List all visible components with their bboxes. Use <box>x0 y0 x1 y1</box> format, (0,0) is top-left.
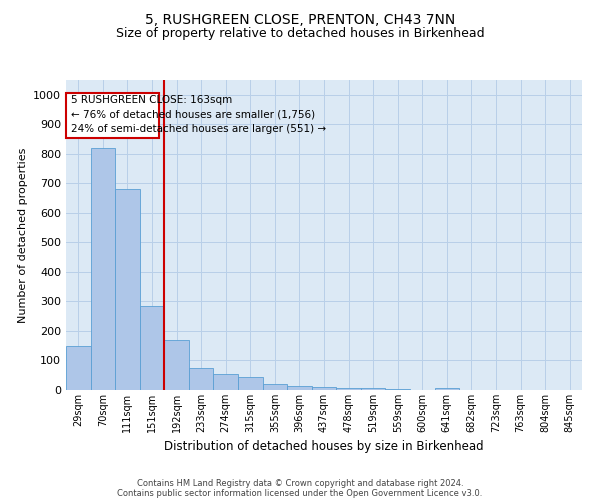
Text: 5, RUSHGREEN CLOSE, PRENTON, CH43 7NN: 5, RUSHGREEN CLOSE, PRENTON, CH43 7NN <box>145 12 455 26</box>
Bar <box>312 387 336 390</box>
Bar <box>336 388 361 390</box>
Bar <box>385 388 410 390</box>
Bar <box>115 189 140 390</box>
Text: Contains public sector information licensed under the Open Government Licence v3: Contains public sector information licen… <box>118 488 482 498</box>
Bar <box>361 388 385 390</box>
Bar <box>66 346 91 390</box>
Bar <box>434 388 459 390</box>
Text: Size of property relative to detached houses in Birkenhead: Size of property relative to detached ho… <box>116 28 484 40</box>
Bar <box>189 368 214 390</box>
Bar <box>91 148 115 390</box>
Bar <box>287 386 312 390</box>
Bar <box>164 340 189 390</box>
Bar <box>238 378 263 390</box>
Text: Contains HM Land Registry data © Crown copyright and database right 2024.: Contains HM Land Registry data © Crown c… <box>137 478 463 488</box>
Bar <box>140 306 164 390</box>
Y-axis label: Number of detached properties: Number of detached properties <box>17 148 28 322</box>
Bar <box>263 384 287 390</box>
Bar <box>214 374 238 390</box>
X-axis label: Distribution of detached houses by size in Birkenhead: Distribution of detached houses by size … <box>164 440 484 454</box>
Text: 5 RUSHGREEN CLOSE: 163sqm
← 76% of detached houses are smaller (1,756)
24% of se: 5 RUSHGREEN CLOSE: 163sqm ← 76% of detac… <box>71 95 326 134</box>
FancyBboxPatch shape <box>66 94 160 138</box>
